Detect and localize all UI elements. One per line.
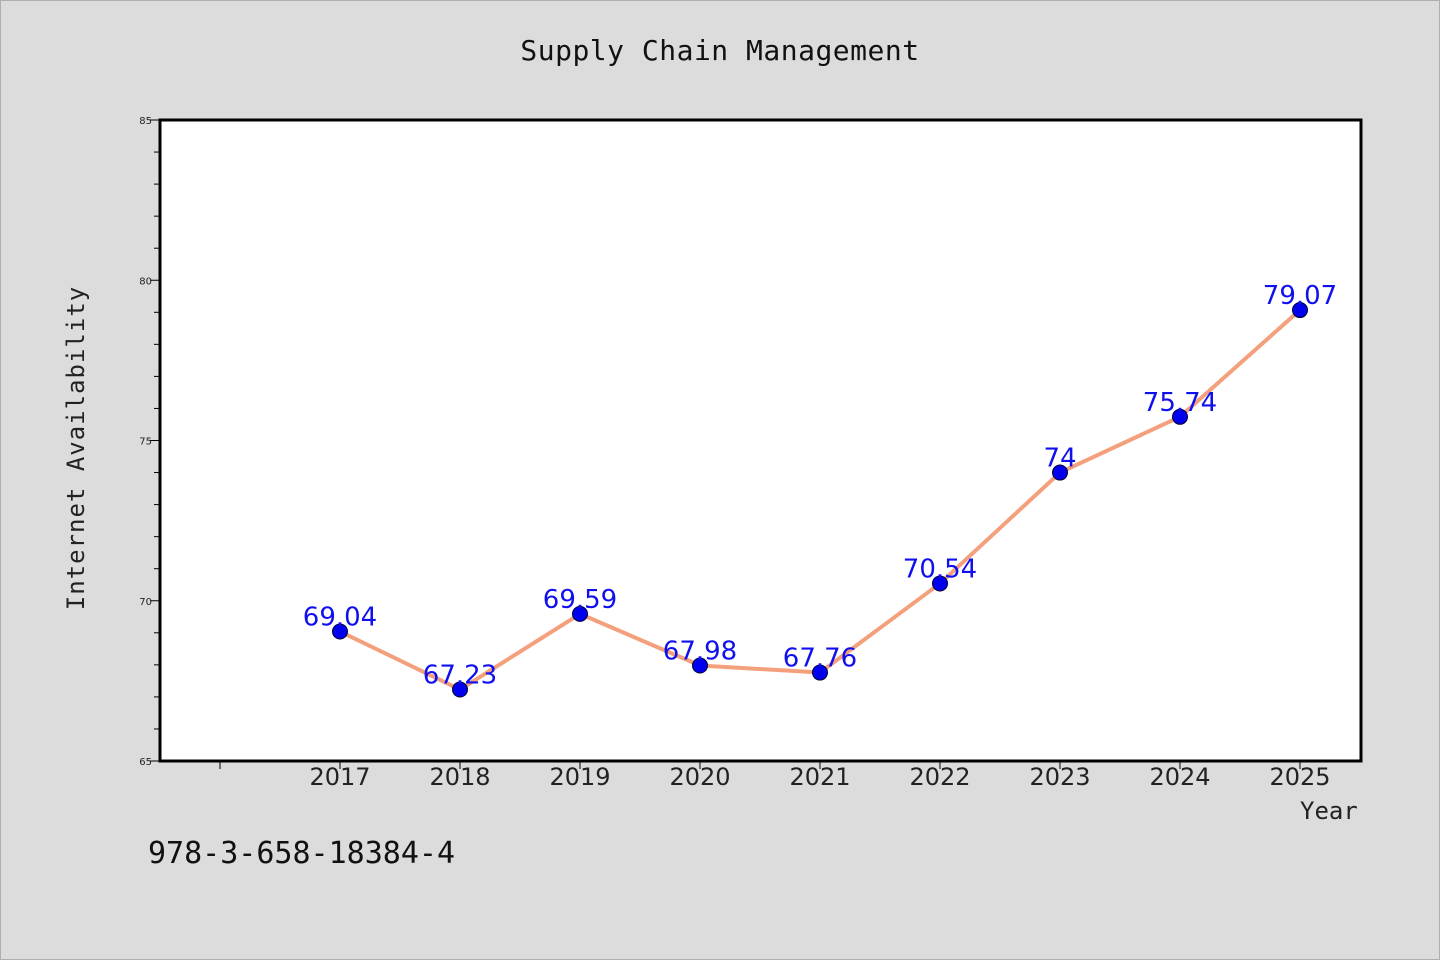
x-tick-label: 2019 bbox=[549, 763, 610, 791]
data-point bbox=[932, 575, 948, 592]
data-label: 67.98 bbox=[663, 636, 737, 666]
data-label: 79.07 bbox=[1263, 281, 1337, 311]
y-tick-label: 85 bbox=[139, 116, 152, 127]
data-point bbox=[1292, 302, 1308, 319]
data-point bbox=[1172, 408, 1188, 425]
x-tick-label: 2025 bbox=[1269, 763, 1330, 791]
plot-area bbox=[158, 118, 1363, 763]
data-label: 67.76 bbox=[783, 644, 857, 674]
x-tick-label: 2021 bbox=[789, 763, 850, 791]
x-tick-label: 2022 bbox=[909, 763, 970, 791]
x-axis-label: Year bbox=[1300, 797, 1358, 825]
chart-title: Supply Chain Management bbox=[520, 34, 920, 67]
data-point bbox=[332, 623, 348, 640]
x-tick-label: 2017 bbox=[309, 763, 370, 791]
data-label: 67.23 bbox=[423, 661, 497, 691]
data-label: 70.54 bbox=[903, 554, 977, 584]
data-point bbox=[572, 605, 588, 622]
data-label: 69.59 bbox=[543, 585, 617, 615]
footer-code: 978-3-658-18384-4 bbox=[148, 836, 456, 871]
data-label: 75.74 bbox=[1143, 388, 1217, 418]
x-tick-label: 2018 bbox=[429, 763, 490, 791]
data-label: 74 bbox=[1043, 444, 1076, 474]
y-tick-label: 75 bbox=[139, 437, 152, 448]
y-tick-label: 65 bbox=[139, 757, 152, 768]
x-tick-label: 2024 bbox=[1149, 763, 1210, 791]
data-point bbox=[812, 664, 828, 681]
data-point bbox=[452, 681, 468, 698]
y-tick-label: 80 bbox=[139, 276, 152, 287]
y-tick-label: 70 bbox=[139, 597, 152, 608]
data-point bbox=[692, 657, 708, 674]
x-tick-label: 2020 bbox=[669, 763, 730, 791]
data-point bbox=[1052, 464, 1068, 481]
data-label: 69.04 bbox=[303, 603, 377, 633]
x-tick-label: 2023 bbox=[1029, 763, 1090, 791]
